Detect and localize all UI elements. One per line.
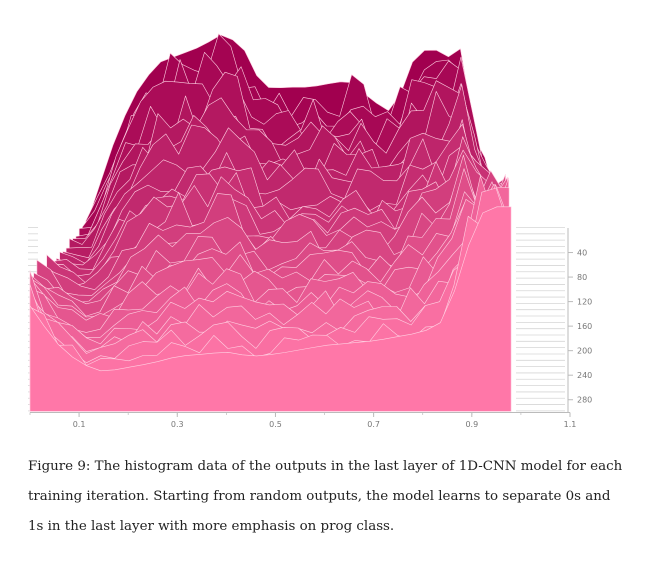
step-tick-label: 80 xyxy=(577,273,587,282)
right-slice-stubs xyxy=(516,227,565,412)
x-tick-label: 0.1 xyxy=(73,420,86,429)
step-tick-label: 160 xyxy=(577,322,592,331)
x-axis: 0.1 0.3 0.5 0.7 0.9 1.1 xyxy=(29,412,577,429)
histogram-slice xyxy=(29,206,512,412)
histogram-slices xyxy=(29,33,512,412)
histogram-ridge-chart: 0.1 0.3 0.5 0.7 0.9 1.1 40 80 120 160 200 240 280 xyxy=(28,33,592,429)
x-tick-label: 1.1 xyxy=(564,420,577,429)
step-tick-label: 200 xyxy=(577,347,592,356)
x-tick-label: 0.9 xyxy=(465,420,478,429)
x-tick-label: 0.7 xyxy=(367,420,380,429)
x-tick-label: 0.5 xyxy=(269,420,282,429)
x-tick-label: 0.3 xyxy=(171,420,184,429)
step-tick-label: 40 xyxy=(577,249,587,258)
step-tick-label: 120 xyxy=(577,298,592,307)
step-tick-label: 240 xyxy=(577,371,592,380)
step-axis: 40 80 120 160 200 240 280 xyxy=(567,228,592,412)
step-tick-label: 280 xyxy=(577,396,592,405)
figure-caption: Figure 9: The histogram data of the outp… xyxy=(28,459,623,534)
